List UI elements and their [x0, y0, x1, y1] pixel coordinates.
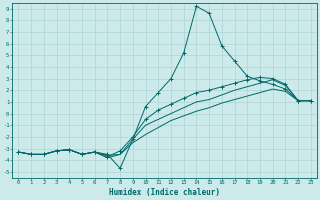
X-axis label: Humidex (Indice chaleur): Humidex (Indice chaleur): [109, 188, 220, 197]
